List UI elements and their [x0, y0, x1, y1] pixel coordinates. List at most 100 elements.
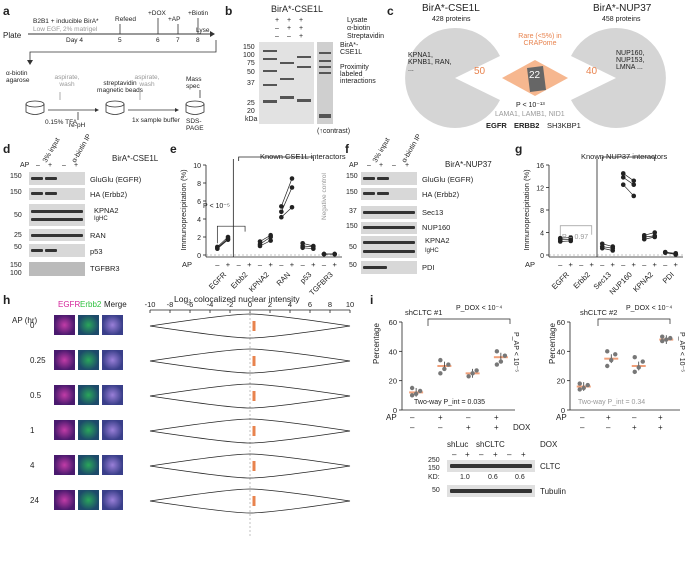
panel-g-label: g: [515, 142, 523, 156]
venn-pval: P < 10⁻¹³: [516, 102, 545, 109]
blot-egfr-f: [361, 172, 417, 185]
input-col-label-f: 3% input: [371, 136, 392, 164]
data-point: [613, 352, 618, 357]
ap-label-d: AP: [20, 162, 30, 169]
pdox-i1: P_DOX < 10⁻⁴: [456, 305, 503, 312]
y-tick-label: 60: [557, 318, 565, 327]
ap-sign: –: [301, 260, 306, 269]
data-point-plus: [652, 233, 658, 239]
y-tick-label: 12: [536, 186, 544, 193]
venn-left-circle: [405, 27, 500, 128]
data-point-minus: [215, 244, 220, 250]
sign-r1-c2: +: [287, 17, 292, 24]
data-point-plus: [652, 230, 658, 235]
band: [363, 177, 375, 180]
band-label-ighc: IgHC: [94, 216, 108, 222]
ap-sign-f-3: –: [392, 162, 396, 169]
timepoint-label: 24: [30, 496, 39, 505]
data-point: [494, 349, 500, 354]
panel-g: 0 4 8 12 16 Immunoprecipitation (%) – + – + – + – + – +…: [515, 140, 685, 296]
ap-label: AP: [182, 260, 192, 269]
panel-d-label: d: [3, 142, 11, 156]
ap-sign: –: [621, 260, 626, 269]
blot-shcltc: shCLTC: [476, 440, 505, 449]
band: [363, 192, 375, 195]
sign-r3-c2: –: [287, 33, 291, 40]
blot-p53-d: [29, 244, 85, 257]
ap-sign: +: [674, 260, 679, 269]
venn-center-region: [527, 66, 546, 92]
venn-right-circle: [571, 27, 666, 128]
marker-37: 37: [247, 80, 255, 87]
neg-control-label: Negative control: [321, 173, 328, 220]
data-point-plus: [631, 182, 637, 187]
violin-median: [252, 356, 256, 366]
cltc-label: CLTC: [540, 462, 561, 471]
panel-e: 0 2 4 6 8 10 Immunoprecipitation (%) – + – + – + – + – +…: [170, 140, 346, 297]
data-point: [577, 381, 582, 386]
ap-sign: +: [569, 260, 574, 269]
violin: [149, 488, 351, 514]
condition-label: B2B1 + inducible BirA*: [33, 18, 99, 25]
d-marker-7: 100: [10, 270, 22, 277]
blot-tgfbr3-d: [29, 262, 85, 276]
left-title: BirA*-CSE1L: [422, 3, 480, 14]
panel-i-label: i: [370, 293, 374, 307]
y-tick-label: 8: [540, 208, 544, 215]
data-point-plus: [289, 185, 295, 190]
data-point: [636, 365, 641, 370]
data-point-minus: [620, 175, 626, 180]
beads-label: streptavidin magnetic beads: [97, 80, 143, 94]
gel-image: [259, 42, 314, 124]
ap-sign-i2-3: –: [632, 413, 637, 422]
x-tick-label: 8: [328, 300, 332, 309]
ap-sign: –: [663, 260, 668, 269]
dox-sign-i2-3: +: [632, 423, 637, 432]
category-label: RAN: [275, 270, 293, 288]
pap-i2: P_AP < 10⁻⁵: [678, 332, 685, 373]
panel-i: 0 20 40 60 0 20 40 60 shCLTC #1 shCLTC #2 P_DOX…: [370, 292, 685, 562]
marker-50: 50: [247, 69, 255, 76]
y-tick-label: 16: [536, 163, 544, 170]
band-label-tgfbr3: TGFBR3: [90, 264, 120, 273]
data-point: [640, 359, 645, 364]
data-point-minus: [279, 214, 284, 220]
data-point: [585, 382, 590, 388]
panel-f: 3% input α-biotin IP BirA*-NUP37 AP – + …: [345, 133, 515, 290]
ap-sign: –: [600, 260, 605, 269]
band: [363, 241, 415, 244]
step-refeed: Refeed: [115, 16, 136, 23]
panel-b-label: b: [225, 4, 233, 18]
ap-sign: +: [268, 260, 273, 269]
agarose-label: α-biotin agarose: [6, 70, 30, 84]
pval-e: P < 10⁻⁵: [203, 203, 230, 210]
ap-sign-f-2: +: [379, 162, 384, 169]
y-tick-label: 6: [197, 199, 201, 206]
f-marker-4: 150: [346, 223, 358, 230]
data-point: [470, 371, 475, 376]
ap-sign-d-1: –: [36, 162, 40, 169]
blot-kpna2-f: [361, 236, 417, 258]
micrograph: [78, 385, 99, 405]
timepoint-label: 0: [30, 321, 35, 330]
category-label: EGFR: [207, 270, 229, 292]
ap-sign: –: [322, 260, 327, 269]
data-point: [466, 374, 471, 379]
x-tick-label: 6: [308, 300, 312, 309]
ap-sign: +: [332, 260, 337, 269]
band-label-egfr-f: GluGlu (EGFR): [422, 175, 474, 184]
data-point-plus: [673, 251, 679, 256]
i-marker-150: 150: [428, 465, 440, 472]
ap-sign-i1-4: +: [494, 413, 499, 422]
sign-r2-c2: +: [287, 25, 292, 32]
panel-a-label: a: [3, 4, 10, 18]
data-point-plus: [631, 178, 637, 184]
micrograph: [102, 490, 123, 510]
gene-egfr: EGFR: [486, 121, 507, 130]
right-number: 40: [586, 66, 598, 77]
ap-sign: +: [632, 260, 637, 269]
y-tick-label: 20: [389, 377, 397, 386]
pdox-bracket-2: [597, 318, 671, 326]
